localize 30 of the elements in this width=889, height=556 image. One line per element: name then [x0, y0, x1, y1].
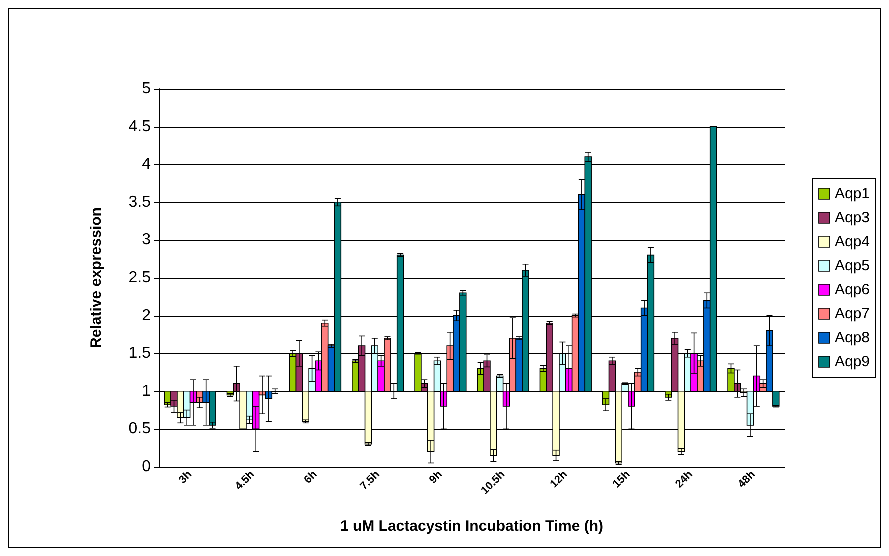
y-tick-label: 3.5	[128, 194, 152, 211]
x-tick-label: 24h	[673, 468, 696, 491]
y-tick-label: 0.5	[128, 420, 152, 438]
y-tick-label: 4.5	[128, 118, 152, 136]
y-axis-title: Relative expression	[88, 208, 105, 348]
legend-label: Aqp7	[834, 306, 870, 322]
y-tick-label: 4	[142, 156, 152, 174]
x-tick-label: 12h	[548, 468, 570, 491]
legend-label: Aqp5	[834, 258, 870, 274]
y-tick-label: 1	[142, 382, 152, 400]
x-tick-label: 6h	[302, 468, 320, 486]
y-tick-label: 5	[142, 80, 152, 98]
x-axis-title: 1 uM Lactacystin Incubation Time (h)	[340, 518, 604, 535]
x-tick-label: 3h	[176, 468, 195, 486]
x-tick-label: 15h	[610, 468, 633, 491]
legend-label: Aqp9	[834, 354, 870, 370]
legend-label: Aqp8	[834, 330, 870, 346]
y-tick-label: 2	[142, 307, 152, 324]
y-tick-label: 3	[142, 232, 152, 249]
y-tick-label: 1.5	[128, 345, 152, 362]
legend-label: Aqp4	[834, 234, 870, 250]
y-tick-label: 0	[142, 458, 152, 476]
legend-label: Aqp3	[834, 210, 870, 226]
legend-label: Aqp6	[834, 282, 870, 298]
x-tick-label: 48h	[736, 468, 758, 491]
x-tick-label: 7.5h	[358, 468, 383, 493]
legend-label: Aqp1	[834, 186, 870, 202]
y-tick-label: 2.5	[128, 270, 152, 286]
x-tick-label: 9h	[427, 468, 446, 486]
x-tick-label: 4.5h	[233, 468, 258, 493]
